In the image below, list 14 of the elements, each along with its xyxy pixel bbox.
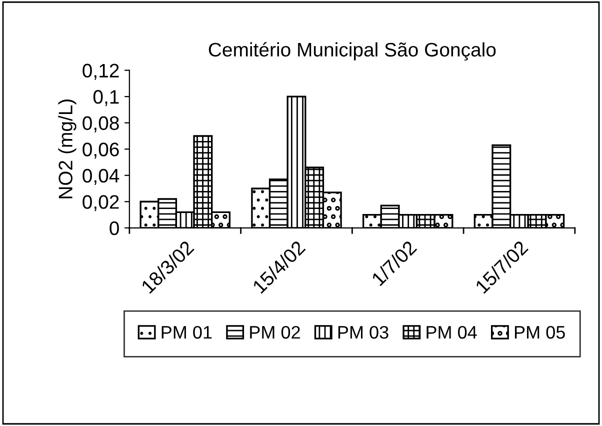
y-tick-label: 0	[110, 221, 119, 236]
y-tick-label: 0,08	[82, 116, 119, 132]
legend-label: PM 02	[250, 326, 300, 339]
y-tick-label: 0,1	[93, 90, 119, 106]
y-tick-label: 0,04	[82, 168, 120, 185]
legend-label: PM 05	[514, 326, 565, 339]
y-tick-label: 0,02	[82, 195, 119, 212]
legend-label: PM 04	[426, 326, 477, 339]
chart-title: Cemitério Municipal São Gonçalo	[208, 42, 496, 61]
y-tick-label: 0,12	[82, 64, 119, 80]
y-tick-label: 0,06	[82, 142, 119, 159]
legend-label: PM 03	[338, 326, 388, 339]
legend-label: PM 01	[162, 326, 212, 339]
y-axis-title: NO2 (mg/L)	[58, 100, 76, 198]
